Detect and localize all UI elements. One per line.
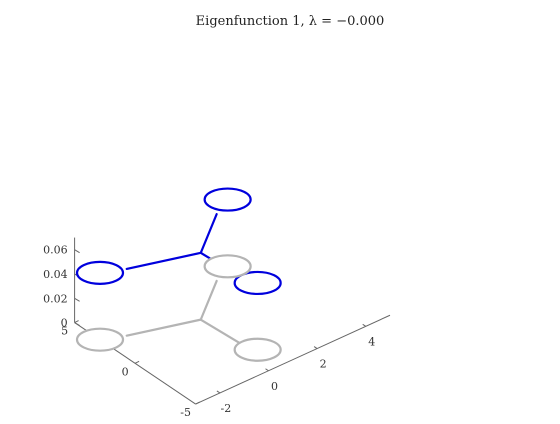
x-axis-line: [195, 314, 391, 405]
chart-title: Eigenfunction 1, λ = −0.000: [196, 14, 385, 29]
graph-loop: [203, 187, 252, 212]
x-tick-label: 2: [320, 358, 327, 371]
graph-loop: [233, 337, 282, 362]
series-eigenfunction: [75, 187, 282, 296]
graph-edge: [199, 318, 241, 345]
graph-edge: [125, 318, 202, 337]
graph-loop: [233, 270, 282, 296]
y-tick-label: 0: [122, 365, 129, 378]
graph-edge: [125, 251, 202, 271]
graph-edge: [199, 213, 218, 254]
graph-loop: [75, 260, 125, 285]
graph-edge: [199, 279, 218, 321]
graph-marks: [75, 187, 282, 362]
y-tick-mark: [74, 320, 79, 323]
z-tick-label: 0.02: [43, 292, 68, 305]
series-base-graph: [75, 254, 282, 362]
y-tick-label: -5: [180, 406, 191, 419]
x-tick-mark: [313, 346, 318, 349]
z-tick-mark: [74, 297, 80, 302]
x-tick-label: 4: [368, 335, 375, 348]
z-tick-label: 0.04: [43, 268, 68, 281]
x-tick-mark: [362, 323, 366, 327]
x-tick-mark: [216, 390, 221, 394]
graph-loop: [203, 254, 252, 279]
z-tick-mark: [74, 322, 80, 326]
graph-loop: [75, 327, 125, 352]
x-tick-label: -2: [221, 402, 232, 415]
z-tick-label: 0: [61, 317, 68, 330]
y-tick-mark: [195, 401, 200, 405]
z-tick-mark: [74, 249, 80, 254]
y-tick-label: 5: [61, 325, 68, 338]
x-tick-label: 0: [271, 380, 278, 393]
x-tick-mark: [265, 368, 269, 372]
y-tick-mark: [134, 360, 140, 364]
z-tick-label: 0.06: [43, 244, 68, 257]
